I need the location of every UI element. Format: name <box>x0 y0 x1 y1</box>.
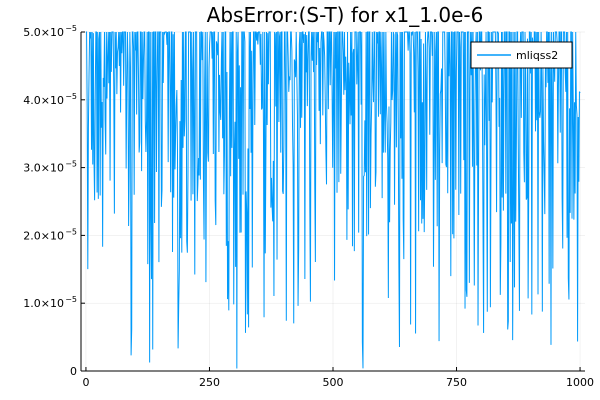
y-tick-exp-3: −5 <box>65 160 77 169</box>
y-tick-mantissa-5: 5.0×10 <box>23 26 64 39</box>
x-tick-label-1: 250 <box>199 376 220 389</box>
y-tick-label-3: −53.0×10 <box>23 160 77 175</box>
y-tick-label-5: −55.0×10 <box>23 24 77 39</box>
y-tick-label-4: −54.0×10 <box>23 92 77 107</box>
y-tick-exp-5: −5 <box>65 24 77 33</box>
y-tick-label-1: −51.0×10 <box>23 295 77 310</box>
series-layer <box>85 31 581 369</box>
y-tick-mantissa-3: 3.0×10 <box>23 162 64 175</box>
y-tick-mantissa-2: 2.0×10 <box>23 229 64 242</box>
legend-label-mliqss2: mliqss2 <box>516 49 558 62</box>
legend: mliqss2 <box>470 41 573 69</box>
ticks-layer: 0 250 500 750 10000−51.0×10−52.0×10−53.0×10−… <box>23 24 594 389</box>
y-tick-exp-1: −5 <box>65 295 77 304</box>
x-tick-label-4: 1000 <box>566 376 594 389</box>
series-line-mliqss2 <box>85 31 581 369</box>
y-tick-mantissa-1: 1.0×10 <box>23 297 64 310</box>
x-tick-label-2: 500 <box>323 376 344 389</box>
chart-title: AbsError:(S-T) for x1_1.0e-6 <box>207 3 484 27</box>
y-tick-label-2: −52.0×10 <box>23 227 77 242</box>
y-tick-exp-4: −5 <box>65 92 77 101</box>
x-tick-label-0: 0 <box>82 376 89 389</box>
x-tick-label-3: 750 <box>446 376 467 389</box>
y-tick-label-0: 0 <box>70 365 77 378</box>
y-tick-mantissa-4: 4.0×10 <box>23 94 64 107</box>
y-tick-exp-2: −5 <box>65 227 77 236</box>
